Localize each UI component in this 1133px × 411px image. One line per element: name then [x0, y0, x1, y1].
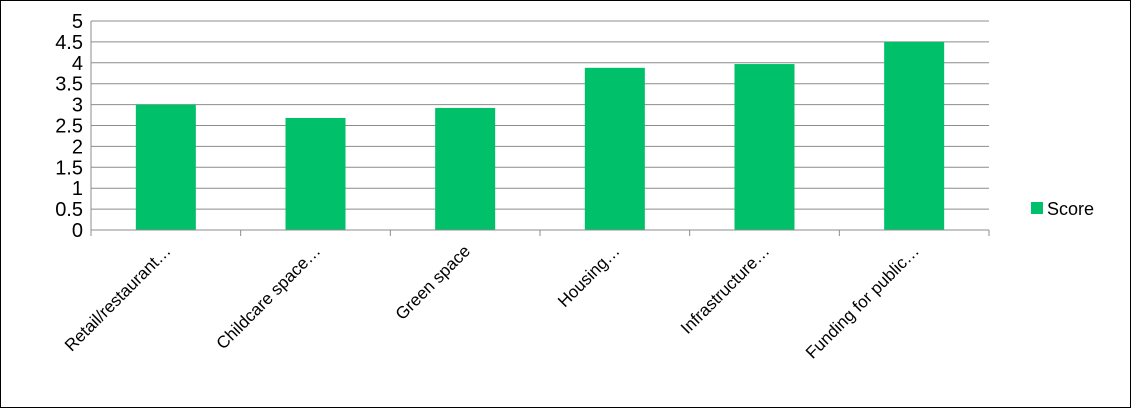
y-tick-label: 2.5 [55, 116, 83, 138]
bar [884, 41, 945, 231]
bar [435, 107, 496, 230]
legend-swatch-score [1031, 202, 1043, 214]
y-tick-label: 4 [72, 53, 83, 75]
x-tick-label: Housing… [554, 241, 624, 311]
legend: Score [1031, 199, 1094, 219]
y-tick-label: 5 [72, 11, 83, 33]
bar [135, 104, 196, 230]
x-tick-labels: Retail/restaurant… Childcare space… Green … [61, 241, 923, 362]
gridlines [91, 20, 989, 210]
axes [90, 21, 990, 236]
y-tick-label: 0.5 [55, 199, 83, 221]
bar [584, 67, 645, 230]
y-tick-label: 1 [72, 178, 83, 200]
legend-label-score: Score [1047, 199, 1094, 219]
y-tick-label: 3 [72, 95, 83, 117]
y-tick-label: 4.5 [55, 32, 83, 54]
x-tick-label: Retail/restaurant… [61, 241, 175, 355]
y-tick-label: 1.5 [55, 157, 83, 179]
bar [734, 64, 795, 230]
x-tick-label: Funding for public… [802, 241, 923, 362]
x-tick-label: Green space [392, 241, 474, 323]
x-tick-label: Childcare space… [213, 241, 325, 353]
x-tick-label: Infrastructure… [677, 241, 773, 337]
y-tick-label: 2 [72, 136, 83, 158]
y-tick-label: 3.5 [55, 74, 83, 96]
y-tick-labels: 00.511.522.533.544.55 [55, 11, 83, 242]
y-tick-label: 0 [72, 220, 83, 242]
bar [285, 117, 346, 230]
bars [135, 41, 945, 231]
